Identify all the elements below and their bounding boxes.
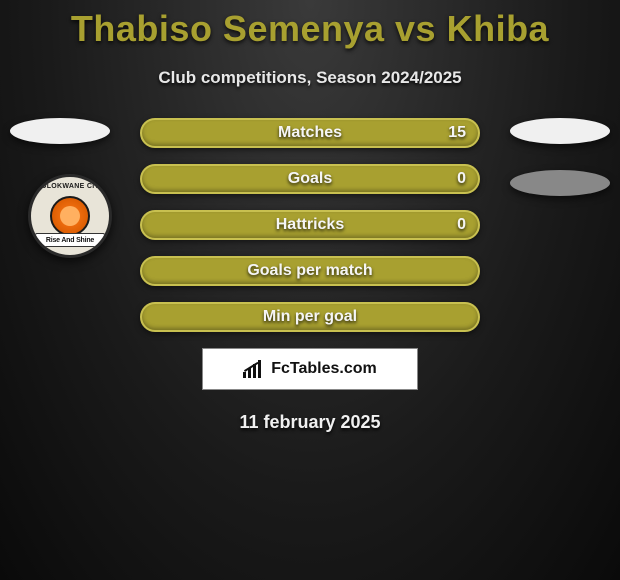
badge-ring-text: POLOKWANE CITY	[36, 183, 104, 190]
stat-bar-matches: Matches 15	[140, 118, 480, 148]
stat-label: Goals	[142, 166, 478, 192]
date-label: 11 february 2025	[0, 412, 620, 433]
page-title: Thabiso Semenya vs Khiba	[0, 0, 620, 50]
chart-icon	[243, 360, 265, 378]
stat-label: Matches	[142, 120, 478, 146]
stat-label: Hattricks	[142, 212, 478, 238]
player-left-photo-placeholder	[10, 118, 110, 144]
comparison-panel: POLOKWANE CITY Rise And Shine Matches 15…	[0, 118, 620, 433]
stat-bars: Matches 15 Goals 0 Hattricks 0 Goals per…	[140, 118, 480, 332]
stat-value: 0	[457, 166, 466, 192]
brand-text: FcTables.com	[271, 360, 377, 378]
stat-bar-goals: Goals 0	[140, 164, 480, 194]
player-right-photo-placeholder	[510, 118, 610, 144]
subtitle: Club competitions, Season 2024/2025	[0, 68, 620, 88]
player-left-club-badge: POLOKWANE CITY Rise And Shine	[28, 174, 112, 258]
badge-center-icon	[50, 196, 90, 236]
stat-value: 0	[457, 212, 466, 238]
brand-box[interactable]: FcTables.com	[202, 348, 418, 390]
badge-banner-text: Rise And Shine	[35, 233, 105, 247]
stat-bar-goals-per-match: Goals per match	[140, 256, 480, 286]
stat-bar-hattricks: Hattricks 0	[140, 210, 480, 240]
player-right-club-placeholder	[510, 170, 610, 196]
stat-label: Goals per match	[142, 258, 478, 284]
stat-value: 15	[448, 120, 466, 146]
stat-bar-min-per-goal: Min per goal	[140, 302, 480, 332]
stat-label: Min per goal	[142, 304, 478, 330]
